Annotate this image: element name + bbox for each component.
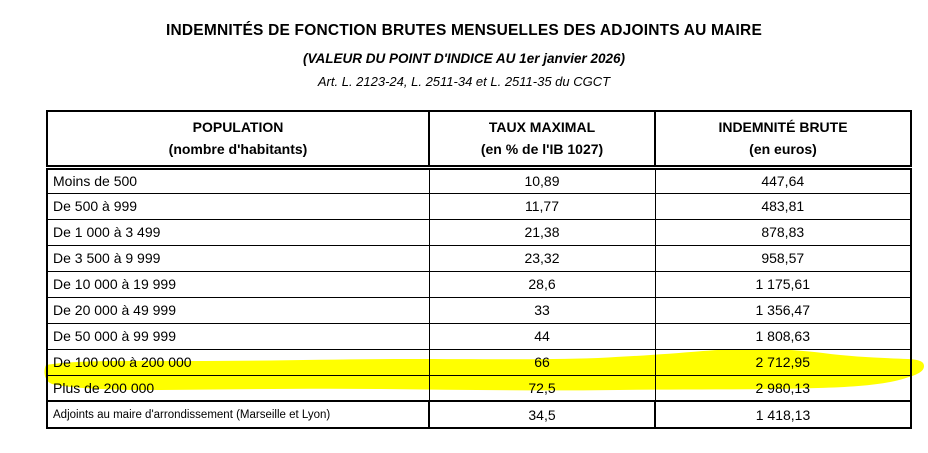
- cell-population: De 10 000 à 19 999: [46, 270, 430, 298]
- table-row: De 20 000 à 49 999 33 1 356,47: [46, 296, 912, 324]
- cell-indemnite: 1 356,47: [654, 296, 912, 324]
- table-row: De 50 000 à 99 999 44 1 808,63: [46, 322, 912, 350]
- cell-taux: 66: [428, 348, 656, 376]
- cell-indemnite: 1 418,13: [654, 400, 912, 429]
- cell-indemnite: 483,81: [654, 192, 912, 220]
- table-row: De 3 500 à 9 999 23,32 958,57: [46, 244, 912, 272]
- indemnity-table: POPULATION (nombre d'habitants) TAUX MAX…: [46, 110, 912, 429]
- document-subtitle: (VALEUR DU POINT D'INDICE AU 1er janvier…: [302, 51, 626, 66]
- column-header-indemnite-brute: INDEMNITÉ BRUTE (en euros): [654, 110, 912, 170]
- column-header-taux-maximal: TAUX MAXIMAL (en % de l'IB 1027): [428, 110, 656, 170]
- cell-indemnite: 1 175,61: [654, 270, 912, 298]
- cell-taux: 23,32: [428, 244, 656, 272]
- document-title: INDEMNITÉS DE FONCTION BRUTES MENSUELLES…: [166, 22, 762, 39]
- cell-indemnite: 447,64: [654, 166, 912, 194]
- cell-indemnite: 1 808,63: [654, 322, 912, 350]
- cell-taux: 44: [428, 322, 656, 350]
- cell-indemnite: 2 712,95: [654, 348, 912, 376]
- column-header-line: TAUX MAXIMAL: [488, 119, 596, 136]
- cell-population: De 50 000 à 99 999: [46, 322, 430, 350]
- column-header-line: POPULATION: [192, 119, 284, 136]
- table-row: De 500 à 999 11,77 483,81: [46, 192, 912, 220]
- cell-indemnite: 958,57: [654, 244, 912, 272]
- cell-taux: 72,5: [428, 374, 656, 402]
- column-header-line: (en euros): [749, 141, 817, 158]
- cell-population: De 1 000 à 3 499: [46, 218, 430, 246]
- table-row-highlighted: De 100 000 à 200 000 66 2 712,95: [46, 348, 912, 376]
- cell-population: Adjoints au maire d'arrondissement (Mars…: [46, 400, 430, 429]
- cell-taux: 21,38: [428, 218, 656, 246]
- document-reference: Art. L. 2123-24, L. 2511-34 et L. 2511-3…: [317, 74, 611, 89]
- cell-population: De 3 500 à 9 999: [46, 244, 430, 272]
- table-row: De 10 000 à 19 999 28,6 1 175,61: [46, 270, 912, 298]
- cell-indemnite: 2 980,13: [654, 374, 912, 402]
- column-header-line: INDEMNITÉ BRUTE: [718, 119, 848, 136]
- column-header-line: (en % de l'IB 1027): [480, 141, 604, 158]
- cell-indemnite: 878,83: [654, 218, 912, 246]
- table-row-arrondissement: Adjoints au maire d'arrondissement (Mars…: [46, 400, 912, 429]
- cell-population: De 100 000 à 200 000: [46, 348, 430, 376]
- cell-population: De 20 000 à 49 999: [46, 296, 430, 324]
- cell-taux: 33: [428, 296, 656, 324]
- document-header: INDEMNITÉS DE FONCTION BRUTES MENSUELLES…: [0, 0, 928, 89]
- cell-taux: 10,89: [428, 166, 656, 194]
- cell-taux: 34,5: [428, 400, 656, 429]
- table-row: De 1 000 à 3 499 21,38 878,83: [46, 218, 912, 246]
- table-header-row: POPULATION (nombre d'habitants) TAUX MAX…: [46, 110, 912, 170]
- cell-population: Moins de 500: [46, 166, 430, 194]
- cell-population: Plus de 200 000: [46, 374, 430, 402]
- column-header-line: (nombre d'habitants): [168, 141, 308, 158]
- column-header-population: POPULATION (nombre d'habitants): [46, 110, 430, 170]
- cell-taux: 28,6: [428, 270, 656, 298]
- table-row: Moins de 500 10,89 447,64: [46, 166, 912, 194]
- table-row: Plus de 200 000 72,5 2 980,13: [46, 374, 912, 402]
- cell-taux: 11,77: [428, 192, 656, 220]
- cell-population: De 500 à 999: [46, 192, 430, 220]
